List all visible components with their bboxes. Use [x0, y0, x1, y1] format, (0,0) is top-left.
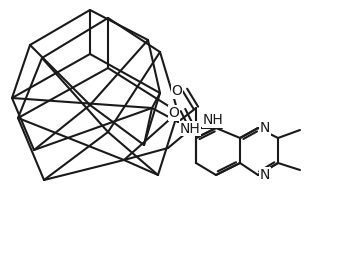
Text: NH: NH: [203, 113, 223, 127]
Text: N: N: [260, 121, 270, 135]
Text: NH: NH: [180, 122, 200, 136]
Text: N: N: [260, 168, 270, 182]
Text: O: O: [168, 106, 179, 120]
Text: O: O: [172, 84, 182, 98]
